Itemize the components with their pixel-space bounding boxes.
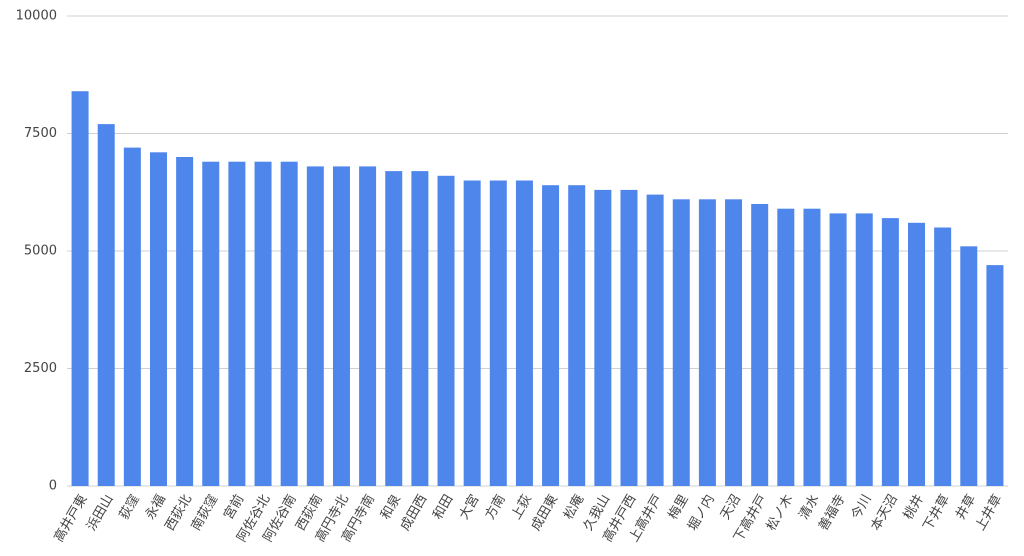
bar [332, 166, 350, 486]
x-tick-label: 南荻窪 [188, 492, 221, 534]
y-tick-label: 2500 [24, 361, 57, 376]
bar [934, 227, 952, 486]
bar [829, 213, 847, 486]
x-tick-label: 宮前 [221, 492, 248, 523]
x-tick-label: 天沼 [718, 492, 744, 522]
bar [672, 199, 690, 487]
x-tick-label: 梅里 [666, 492, 692, 522]
x-tick-label: 善福寺 [815, 492, 848, 534]
bar [725, 199, 743, 487]
y-tick-label: 5000 [24, 244, 57, 259]
x-tick-label: 上荻 [509, 492, 535, 522]
bar [960, 246, 978, 486]
bar [489, 180, 507, 486]
bar [620, 189, 638, 486]
x-tick-label: 高井戸東 [51, 492, 91, 545]
x-tick-label: 浜田山 [84, 492, 116, 533]
x-tick-label: 堀ノ内 [685, 492, 718, 534]
x-tick-label: 松ノ木 [764, 492, 796, 533]
bar [568, 185, 586, 486]
bar [881, 218, 899, 486]
x-tick-label: 和泉 [377, 492, 404, 523]
bar [97, 124, 115, 486]
x-tick-label: 和田 [431, 492, 457, 522]
x-tick-label: 本天沼 [868, 492, 900, 533]
x-tick-label: 上井草 [973, 492, 1005, 533]
bar [254, 161, 272, 486]
bar [202, 161, 220, 486]
bar [176, 157, 194, 486]
x-tick-label: 方南 [482, 492, 509, 523]
bar [306, 166, 324, 486]
y-tick-label: 0 [49, 479, 57, 494]
bar [777, 208, 795, 486]
bar [437, 175, 455, 487]
bar [803, 208, 821, 486]
x-tick-label: 松庵 [560, 492, 587, 523]
x-tick-label: 下井草 [921, 492, 953, 533]
bar [228, 161, 246, 486]
bar [411, 171, 429, 486]
x-tick-label: 桃井 [901, 492, 927, 522]
bar [646, 194, 664, 486]
x-tick-label: 今川 [848, 492, 875, 523]
bar [71, 91, 89, 486]
bar [698, 199, 716, 487]
x-tick-label: 井草 [953, 492, 979, 522]
x-tick-label: 大宮 [456, 492, 483, 523]
bar [986, 265, 1004, 486]
bar [515, 180, 533, 486]
bar [123, 147, 141, 486]
bar [149, 152, 167, 487]
bar [751, 204, 769, 486]
bar [463, 180, 481, 486]
y-tick-label: 7500 [24, 126, 57, 141]
y-tick-label: 10000 [16, 9, 57, 24]
bar [359, 166, 377, 486]
bar [855, 213, 873, 486]
x-tick-label: 清水 [796, 492, 822, 522]
bar [542, 185, 560, 486]
x-tick-label: 成田東 [528, 492, 561, 534]
x-tick-label: 荻窪 [116, 492, 143, 523]
x-tick-label: 成田西 [398, 492, 430, 533]
bar [908, 222, 926, 487]
bar [385, 171, 403, 486]
bar [594, 189, 612, 486]
x-tick-label: 永福 [143, 492, 169, 522]
bar [280, 161, 298, 486]
